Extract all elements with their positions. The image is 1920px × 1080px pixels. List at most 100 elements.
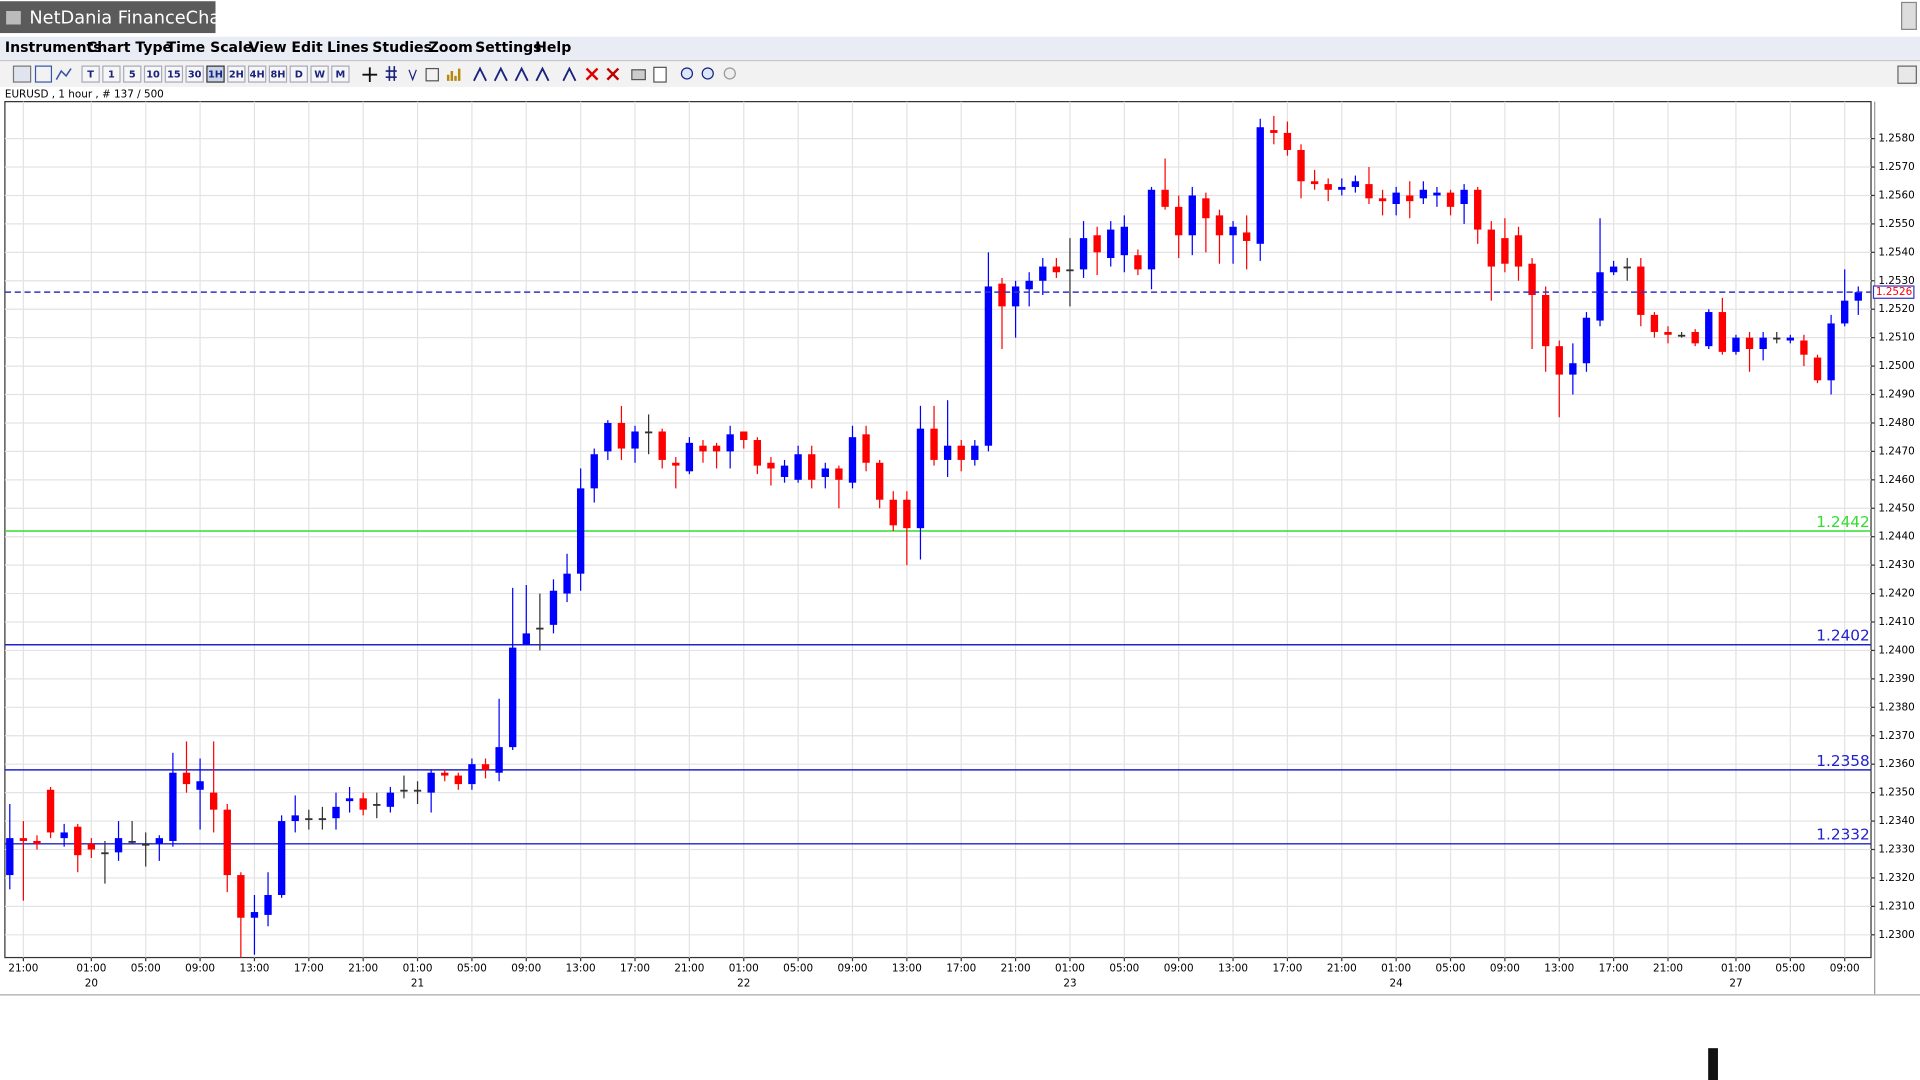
candle-body: [957, 445, 965, 460]
candles: [4, 115, 1872, 958]
tool-print[interactable]: [631, 69, 646, 81]
candle-body: [1242, 232, 1251, 241]
x-tick-label: 09:00: [511, 963, 541, 975]
tool-arrow[interactable]: [408, 69, 417, 82]
timescale-button[interactable]: [268, 65, 288, 83]
candle-body: [1351, 181, 1360, 187]
candle-body: [1188, 195, 1196, 236]
candle-body: [1827, 323, 1835, 381]
tool-delete[interactable]: [585, 67, 599, 81]
tool-candles[interactable]: [34, 65, 53, 83]
x-tick-label: 01:00: [729, 963, 759, 975]
timescale-label[interactable]: 8H: [270, 70, 285, 81]
tool-delete-all[interactable]: [606, 67, 620, 81]
x-tick-label: 01:00: [1055, 963, 1085, 975]
candle-body: [1664, 331, 1672, 335]
candle-body: [277, 821, 286, 895]
tool-crosshair[interactable]: [362, 67, 378, 83]
candle-body: [740, 431, 748, 441]
candle-body: [522, 633, 530, 645]
timescale-button[interactable]: [247, 65, 267, 83]
menu-item[interactable]: Help: [535, 40, 571, 56]
tool-zoom-reset[interactable]: [723, 67, 736, 80]
tool-lines[interactable]: [473, 66, 550, 82]
date-label: 24: [1390, 977, 1404, 989]
y-tick-label: 1.2310: [1878, 900, 1914, 912]
timescale-button[interactable]: [206, 65, 225, 83]
tool-line[interactable]: [55, 68, 72, 80]
timescale-label[interactable]: W: [314, 70, 325, 81]
candle-body: [1501, 238, 1509, 264]
candle-body: [1705, 312, 1713, 347]
candle-body: [1528, 263, 1536, 295]
candle-body: [1378, 198, 1387, 202]
timescale-button[interactable]: [102, 65, 121, 83]
y-tick-label: 1.2460: [1878, 474, 1914, 486]
menu-item[interactable]: Chart Type: [87, 40, 172, 56]
tool-bars[interactable]: [12, 65, 32, 83]
menu-item[interactable]: Studies: [372, 40, 432, 56]
tool-trend[interactable]: [562, 66, 577, 82]
timescale-button[interactable]: [123, 65, 142, 83]
timescale-label[interactable]: 10: [146, 70, 160, 81]
timescale-button[interactable]: [164, 65, 184, 83]
tool-grid[interactable]: [385, 66, 397, 81]
timescale-label[interactable]: 15: [167, 70, 181, 81]
date-label: 23: [1063, 977, 1076, 989]
timescale-label[interactable]: 1H: [208, 70, 223, 81]
level-label: 1.2358: [1816, 752, 1870, 770]
scroll-handle[interactable]: [1708, 1048, 1718, 1080]
menu-item[interactable]: Settings: [475, 40, 541, 56]
candle-body: [142, 843, 150, 846]
timescale-label[interactable]: 30: [188, 70, 202, 81]
y-tick-label: 1.2440: [1878, 531, 1914, 543]
candle-body: [454, 775, 462, 785]
timescale-label[interactable]: 1: [108, 70, 115, 81]
window-control[interactable]: [1901, 1, 1917, 30]
tool-preview[interactable]: [653, 66, 667, 83]
tool-zoom-out[interactable]: [701, 67, 714, 80]
menu-item[interactable]: Zoom: [429, 40, 473, 56]
y-tick-label: 1.2390: [1878, 673, 1914, 685]
candle-body: [563, 573, 571, 594]
candle-body: [114, 838, 123, 853]
timescale-label[interactable]: 2H: [229, 70, 244, 81]
timescale-label[interactable]: M: [336, 70, 346, 81]
timescale-button[interactable]: [310, 65, 329, 83]
menu-item[interactable]: Time Scale: [167, 40, 253, 56]
candle-body: [196, 781, 204, 790]
candle-body: [1487, 229, 1495, 267]
menu-item[interactable]: Edit: [291, 40, 323, 56]
timescale-button[interactable]: [331, 65, 350, 83]
candle-body: [1609, 266, 1618, 273]
menu-item[interactable]: Instruments: [5, 40, 102, 56]
app-title: NetDania FinanceChart: [29, 8, 234, 28]
tool-pin[interactable]: [1897, 65, 1917, 84]
x-tick-label: 09:00: [1164, 963, 1194, 975]
candle-body: [862, 434, 870, 463]
candle-body: [1093, 235, 1101, 253]
tool-zoom-in[interactable]: [680, 67, 694, 80]
menu-item[interactable]: Lines: [327, 40, 369, 56]
timescale-button[interactable]: [227, 65, 246, 83]
x-tick-label: 05:00: [1775, 963, 1805, 975]
candle-body: [699, 445, 707, 452]
tool-volume[interactable]: [446, 68, 461, 81]
toolbar: [0, 61, 1920, 87]
timescale-button[interactable]: [143, 65, 163, 83]
candle-body: [726, 434, 734, 452]
tool-study[interactable]: [425, 67, 439, 82]
timescale-label[interactable]: 4H: [250, 70, 265, 81]
y-tick-label: 1.2420: [1878, 588, 1914, 600]
timescale-button[interactable]: [81, 65, 100, 83]
candle-body: [1800, 340, 1808, 355]
menu-item[interactable]: View: [249, 40, 287, 56]
timescale-button[interactable]: [185, 65, 204, 83]
timescale-button[interactable]: [289, 65, 308, 83]
x-tick-label: 17:00: [294, 963, 324, 975]
timescale-label[interactable]: 5: [129, 70, 136, 81]
candle-body: [821, 468, 829, 477]
timescale-label[interactable]: T: [87, 70, 94, 81]
timescale-label[interactable]: D: [295, 70, 303, 81]
candle-body: [87, 843, 96, 850]
